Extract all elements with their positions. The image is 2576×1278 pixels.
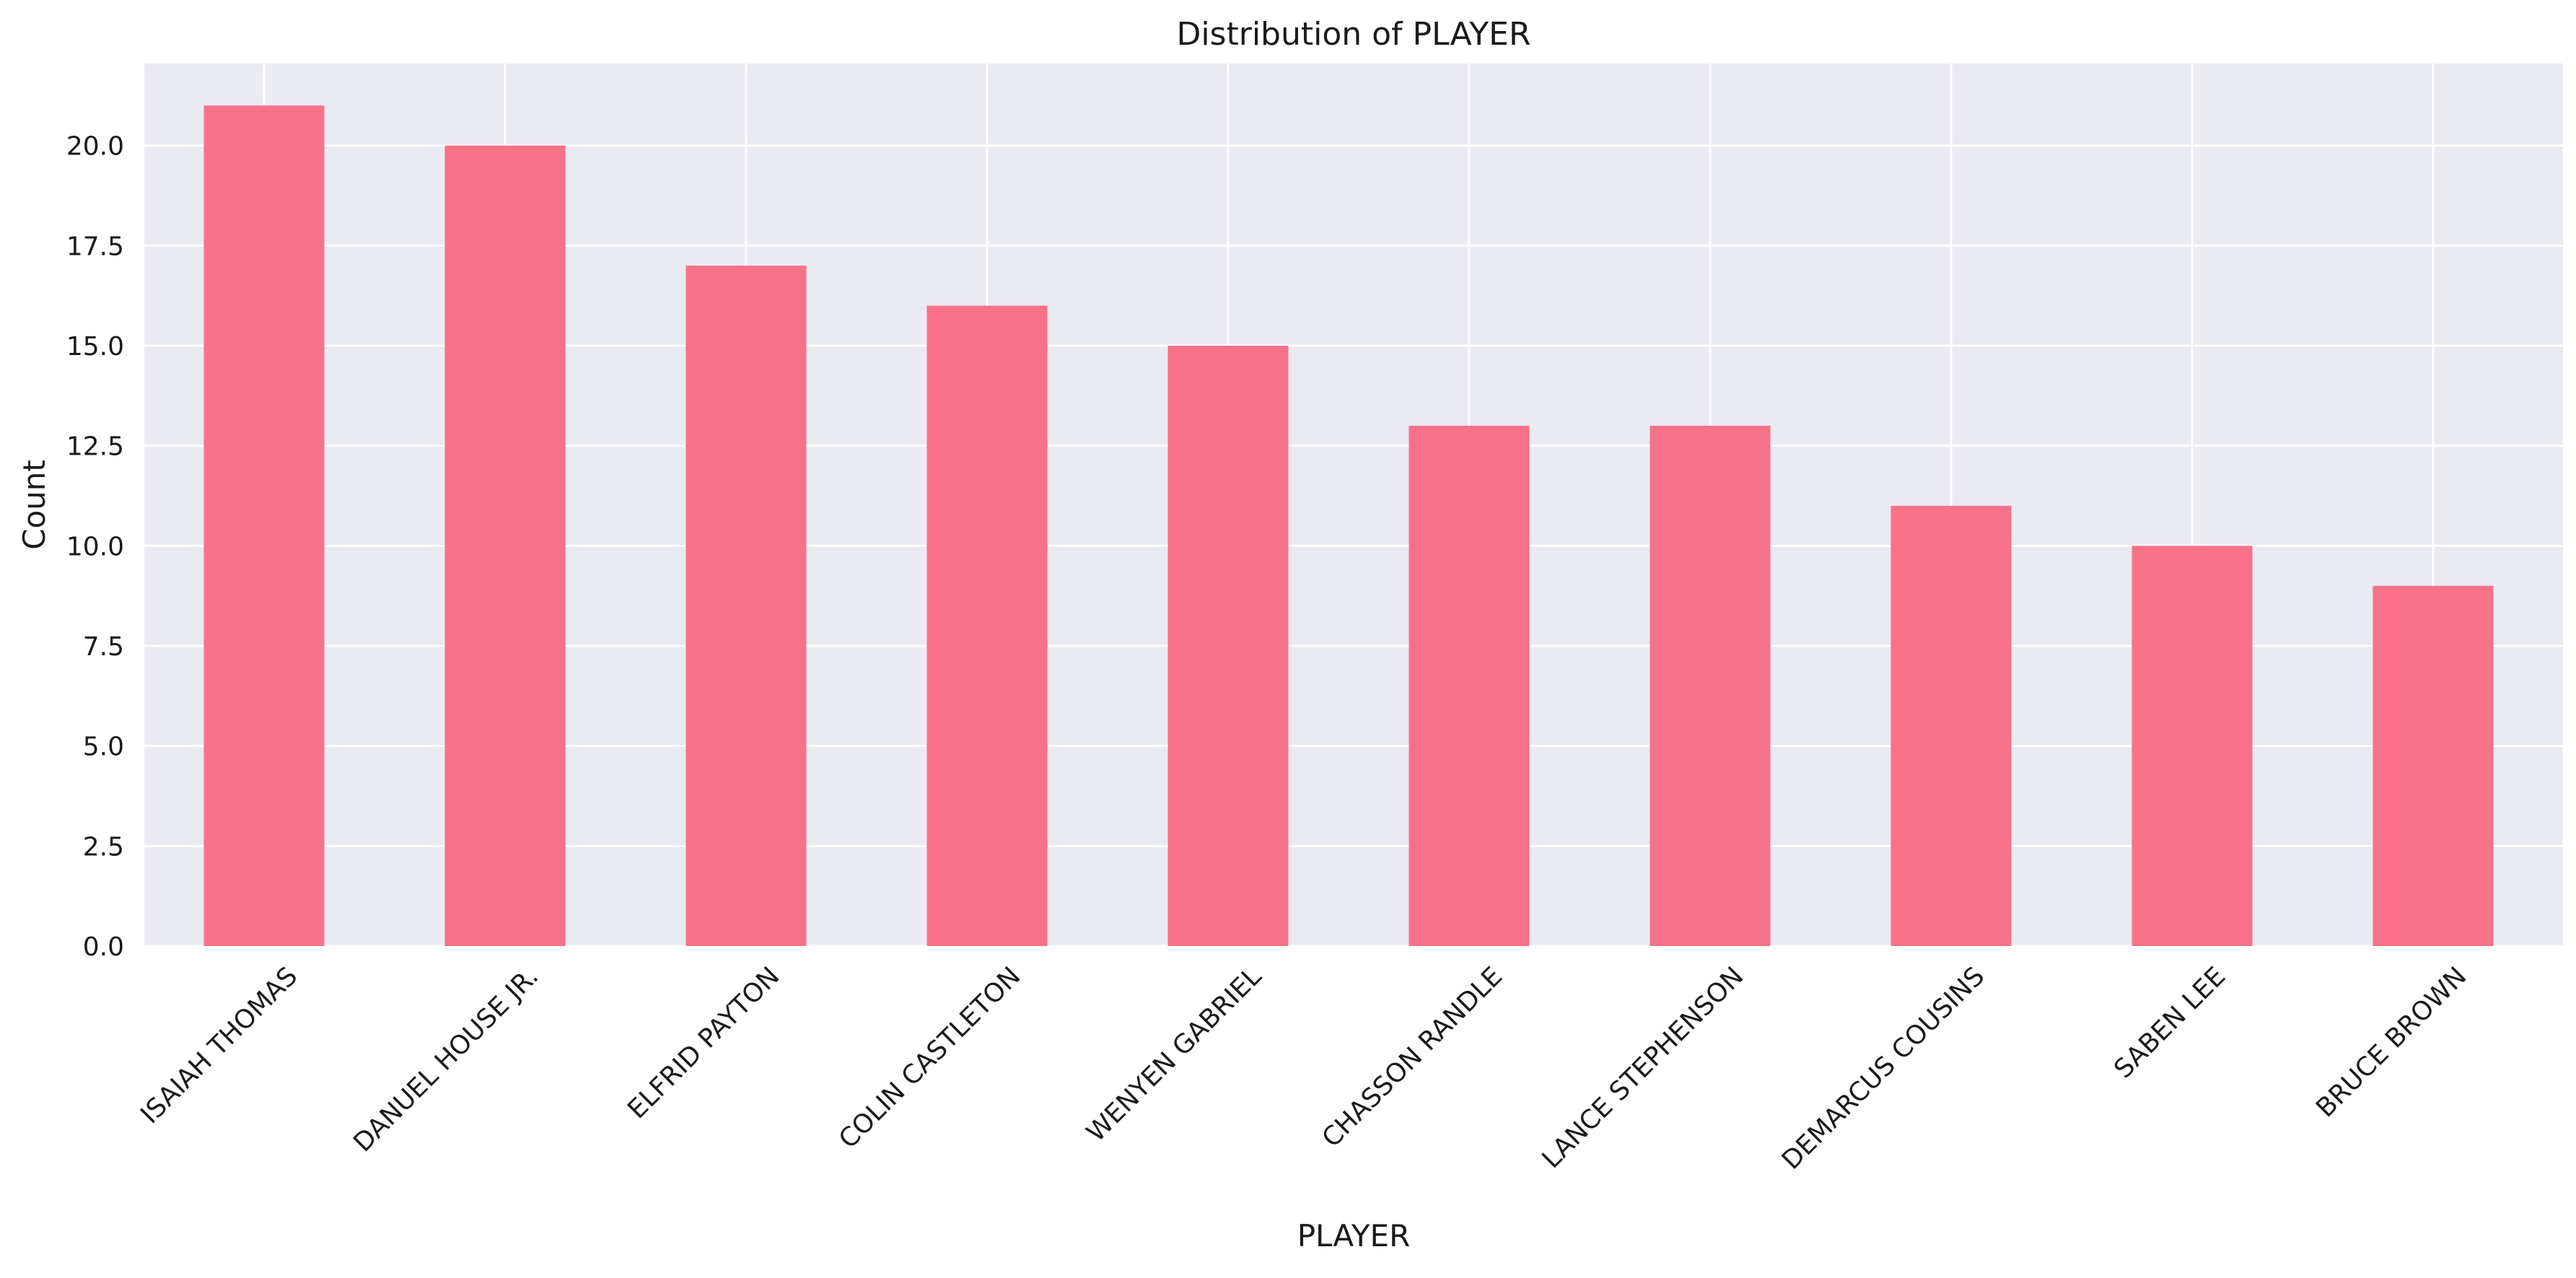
x-tick-label: ISAIAH THOMAS (135, 961, 303, 1129)
x-tick-label: DEMARCUS COUSINS (1777, 961, 1990, 1175)
bar-danuel-house-jr (444, 145, 566, 947)
y-tick-label: 20.0 (66, 132, 124, 162)
x-tick-label: COLIN CASTLETON (833, 961, 1026, 1154)
bar-lance-stephenson (1650, 425, 1771, 946)
bar-saben-lee (2132, 546, 2253, 946)
y-tick-label: 12.5 (66, 432, 124, 462)
chart-title: Distribution of PLAYER (1176, 16, 1530, 53)
y-axis-label: Count (17, 460, 52, 550)
y-tick-label: 2.5 (83, 832, 124, 862)
x-tick-label: WENYEN GABRIEL (1081, 961, 1267, 1147)
y-axis-ticks: 0.0 2.5 5.0 7.5 10.0 12.5 15.0 17.5 20.0 (66, 132, 124, 962)
x-tick-label: CHASSON RANDLE (1317, 961, 1509, 1153)
x-axis-label: PLAYER (1297, 1218, 1411, 1253)
y-tick-label: 5.0 (83, 732, 124, 762)
x-tick-label: BRUCE BROWN (2310, 961, 2472, 1123)
x-tick-label: LANCE STEPHENSON (1537, 961, 1750, 1174)
y-tick-label: 0.0 (83, 932, 124, 962)
bar-colin-castleton (926, 305, 1048, 946)
x-axis-ticks: ISAIAH THOMAS DANUEL HOUSE JR. ELFRID PAYT… (135, 961, 2472, 1175)
bar-elfrid-payton (685, 266, 807, 946)
bar-wenyen-gabriel (1167, 346, 1289, 946)
bar-demarcus-cousins (1891, 505, 2012, 946)
x-tick-label: ELFRID PAYTON (622, 961, 785, 1124)
bars (203, 105, 2494, 947)
y-tick-label: 7.5 (83, 632, 124, 662)
y-tick-label: 10.0 (66, 532, 124, 561)
x-tick-label: SABEN LEE (2108, 961, 2231, 1084)
bar-bruce-brown (2373, 585, 2494, 946)
x-tick-label: DANUEL HOUSE JR. (348, 961, 544, 1157)
bar-isaiah-thomas (203, 105, 325, 947)
y-tick-label: 17.5 (66, 232, 124, 261)
bar-chasson-randle (1409, 425, 1530, 946)
y-tick-label: 15.0 (66, 332, 124, 362)
